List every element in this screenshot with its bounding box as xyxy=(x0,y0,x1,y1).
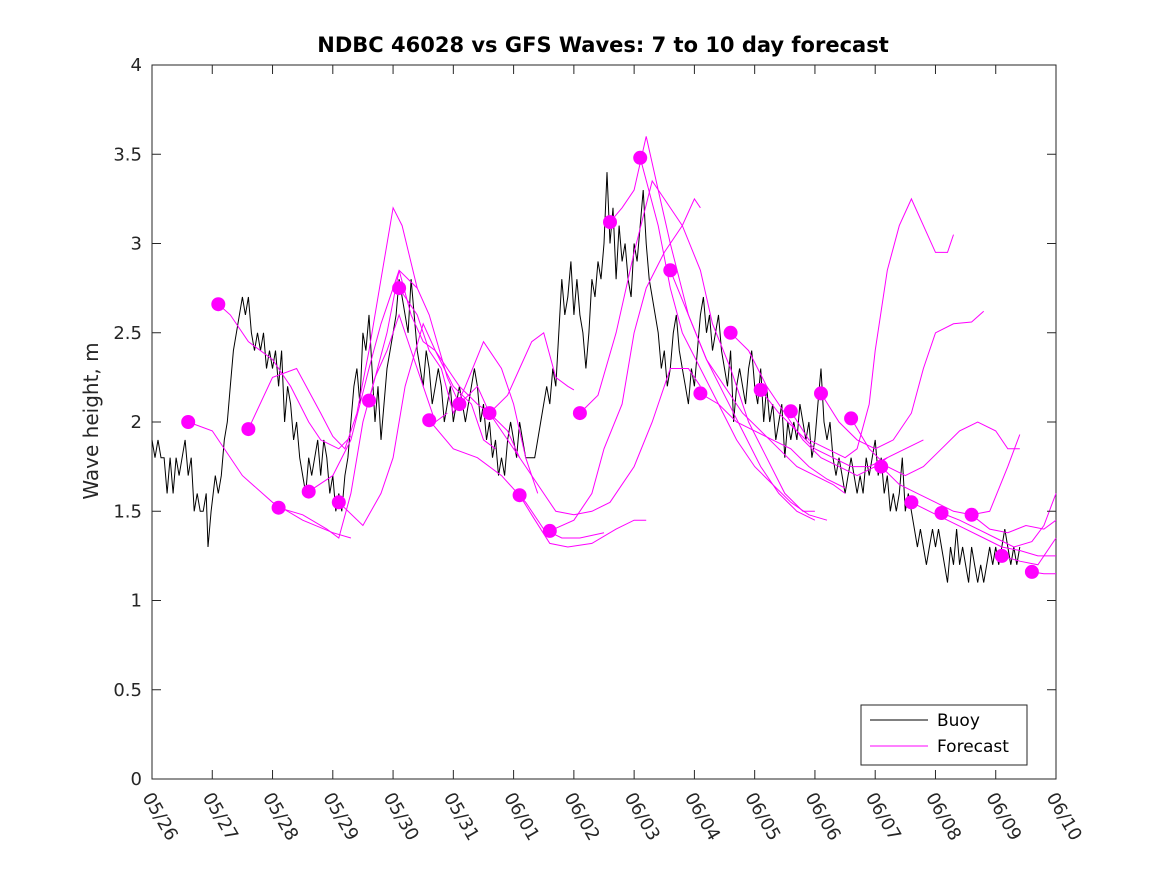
y-axis-label: Wave height, m xyxy=(79,342,103,499)
forecast-start-point xyxy=(181,415,196,429)
y-tick-label: 1.5 xyxy=(113,501,142,522)
series-layer xyxy=(151,136,1057,583)
forecast-series-line xyxy=(639,157,828,521)
forecast-start-point xyxy=(783,404,798,419)
forecast-series-line xyxy=(880,434,1021,516)
forecast-series-line xyxy=(398,287,539,494)
forecast-start-point xyxy=(723,325,738,340)
forecast-series-line xyxy=(519,494,647,548)
forecast-start-point xyxy=(512,488,527,503)
y-tick-label: 2.5 xyxy=(113,323,142,344)
y-tick-label: 3 xyxy=(131,234,142,255)
y-tick-label: 2 xyxy=(131,412,142,433)
forecast-start-point xyxy=(422,413,437,428)
forecast-start-point xyxy=(904,495,919,510)
forecast-start-point xyxy=(663,263,678,278)
forecast-start-point xyxy=(211,297,226,312)
forecast-series-line xyxy=(790,197,954,459)
forecast-series-line xyxy=(579,179,815,512)
forecast-start-point xyxy=(994,548,1009,563)
forecast-series-line xyxy=(489,368,701,516)
forecast-start-point xyxy=(844,411,859,426)
forecast-series-line xyxy=(217,303,352,450)
forecast-series-line xyxy=(760,389,924,468)
forecast-start-point xyxy=(964,507,979,522)
forecast-start-point xyxy=(392,281,407,296)
legend-buoy-label: Buoy xyxy=(937,711,980,731)
forecast-start-point xyxy=(331,495,346,510)
forecast-start-point xyxy=(362,393,376,408)
forecast-series-line xyxy=(428,419,605,539)
forecast-series-line xyxy=(820,310,985,450)
forecast-series-line xyxy=(247,206,418,450)
legend-forecast-label: Forecast xyxy=(937,737,1009,757)
forecast-series-line xyxy=(459,331,575,414)
legend-box xyxy=(860,704,1028,766)
forecast-series-line xyxy=(730,332,888,477)
y-tick-label: 4 xyxy=(131,55,142,76)
forecast-series-line xyxy=(338,322,496,527)
forecast-start-point xyxy=(633,150,648,165)
forecast-start-point xyxy=(482,406,497,421)
y-tick-label: 0 xyxy=(131,769,142,790)
forecast-series-line xyxy=(971,514,1057,534)
forecast-start-point xyxy=(753,382,768,397)
forecast-start-point xyxy=(874,459,889,474)
forecast-series-line xyxy=(1001,537,1057,566)
buoy-series-line xyxy=(151,172,1021,583)
forecast-start-point xyxy=(1024,564,1039,579)
forecast-start-point xyxy=(301,484,316,499)
forecast-start-point xyxy=(452,397,467,412)
forecast-series-line xyxy=(941,493,1057,548)
plot-frame xyxy=(151,64,1057,780)
forecast-start-point xyxy=(603,215,617,230)
forecast-start-point xyxy=(693,386,708,401)
forecast-series-line xyxy=(549,197,701,532)
forecast-start-point xyxy=(814,386,828,401)
y-tick-label: 1 xyxy=(131,591,142,612)
y-tick-label: 0.5 xyxy=(113,680,142,701)
forecast-start-point xyxy=(241,422,256,437)
forecast-start-point xyxy=(271,500,286,515)
forecast-series-line xyxy=(700,392,846,489)
forecast-start-point xyxy=(572,406,587,421)
y-tick-label: 3.5 xyxy=(113,144,142,165)
forecast-series-line xyxy=(308,269,460,493)
chart-title: NDBC 46028 vs GFS Waves: 7 to 10 day for… xyxy=(317,33,888,57)
forecast-series-line xyxy=(669,270,846,494)
forecast-series-line xyxy=(188,421,352,539)
legend: Buoy Forecast xyxy=(860,704,1028,766)
forecast-start-point xyxy=(542,523,557,538)
forecast-start-point xyxy=(934,506,949,520)
